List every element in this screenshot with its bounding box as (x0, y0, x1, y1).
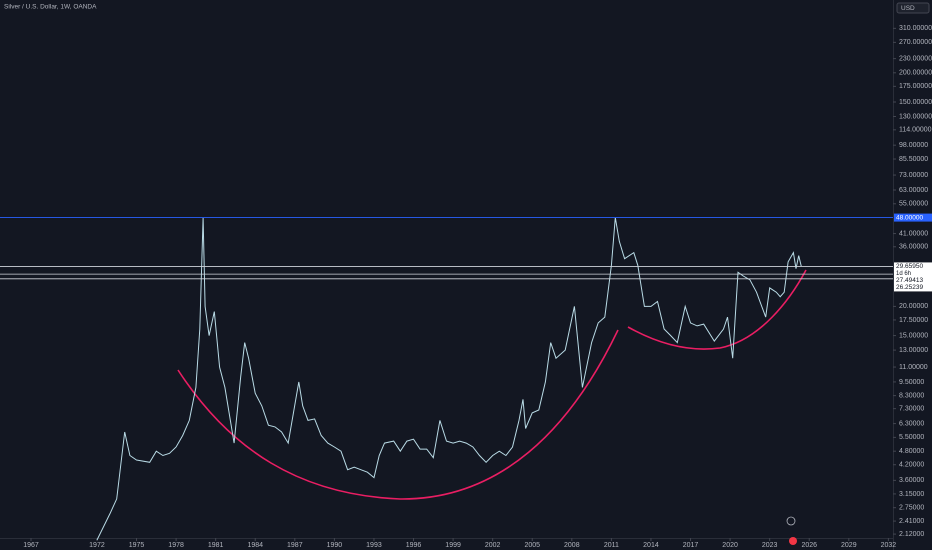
y-tick-label: 2.75000 (899, 505, 924, 512)
y-tick-label: 114.00000 (899, 127, 932, 134)
y-tick-label: 73.00000 (899, 172, 928, 179)
price-label: 26.25239 (896, 284, 923, 291)
price-label-box (894, 262, 932, 271)
y-tick-label: 63.00000 (899, 187, 928, 194)
x-tick-label: 2017 (683, 542, 699, 549)
y-tick-label: 20.00000 (899, 303, 928, 310)
y-tick-label: 11.00000 (899, 364, 928, 371)
y-tick-label: 3.15000 (899, 491, 924, 498)
y-tick-label: 4.20000 (899, 462, 924, 469)
price-label: 29.65950 (896, 263, 923, 270)
x-tick-label: 1984 (247, 542, 263, 549)
x-tick-label: 1967 (23, 542, 39, 549)
y-tick-label: 150.00000 (899, 99, 932, 106)
y-tick-label: 8.30000 (899, 392, 924, 399)
x-tick-label: 2005 (524, 542, 540, 549)
x-tick-label: 2023 (762, 542, 778, 549)
currency-box[interactable] (896, 2, 930, 14)
x-tick-label: 1981 (208, 542, 224, 549)
y-tick-label: 2.41000 (899, 518, 924, 525)
y-tick-label: 310.00000 (899, 25, 932, 32)
y-tick-label: 13.00000 (899, 347, 928, 354)
price-label: 48.00000 (896, 214, 923, 221)
x-tick-label: 2032 (881, 542, 897, 549)
y-tick-label: 85.50000 (899, 156, 928, 163)
x-tick-label: 2008 (564, 542, 580, 549)
x-tick-label: 2029 (841, 542, 857, 549)
x-tick-label: 1978 (168, 542, 184, 549)
y-tick-label: 2.12000 (899, 531, 924, 538)
y-tick-label: 41.00000 (899, 230, 928, 237)
y-tick-label: 6.30000 (899, 420, 924, 427)
x-tick-label: 1999 (445, 542, 461, 549)
y-tick-label: 98.00000 (899, 142, 928, 149)
currency[interactable]: USD (901, 5, 915, 12)
y-tick-label: 130.00000 (899, 113, 932, 120)
x-tick-label: 1990 (327, 542, 343, 549)
event-icon[interactable] (789, 537, 797, 545)
event-icon[interactable] (786, 516, 796, 526)
price-label-box (894, 283, 932, 292)
y-tick-label: 3.60000 (899, 477, 924, 484)
x-tick-label: 2026 (801, 542, 817, 549)
y-tick-label: 175.00000 (899, 83, 932, 90)
price-label-box (894, 276, 932, 285)
y-tick-label: 230.00000 (899, 55, 932, 62)
y-tick-label: 55.00000 (899, 201, 928, 208)
countdown-box (894, 269, 932, 277)
y-tick-label: 17.50000 (899, 317, 928, 324)
x-tick-label: 1975 (129, 542, 145, 549)
y-tick-label: 36.00000 (899, 244, 928, 251)
y-tick-label: 7.30000 (899, 405, 924, 412)
countdown: 1d 6h (896, 271, 911, 277)
y-tick-label: 5.50000 (899, 434, 924, 441)
x-tick-label: 1972 (89, 542, 105, 549)
x-tick-label: 2011 (604, 542, 619, 549)
y-tick-label: 200.00000 (899, 70, 932, 77)
x-tick-label: 2014 (643, 542, 659, 549)
y-tick-label: 4.80000 (899, 448, 924, 455)
x-tick-label: 1993 (366, 542, 382, 549)
x-tick-label: 1987 (287, 542, 303, 549)
chart-title: Silver / U.S. Dollar, 1W, OANDA (4, 4, 97, 11)
x-tick-label: 2002 (485, 542, 501, 549)
x-tick-label: 1996 (406, 542, 422, 549)
price-line (96, 217, 802, 541)
y-tick-label: 270.00000 (899, 39, 932, 46)
price-label-box (894, 213, 932, 222)
y-tick-label: 15.00000 (899, 332, 928, 339)
x-tick-label: 2020 (722, 542, 738, 549)
drawn-curve[interactable] (627, 269, 807, 350)
price-label: 27.49413 (896, 277, 923, 284)
y-tick-label: 9.50000 (899, 379, 924, 386)
